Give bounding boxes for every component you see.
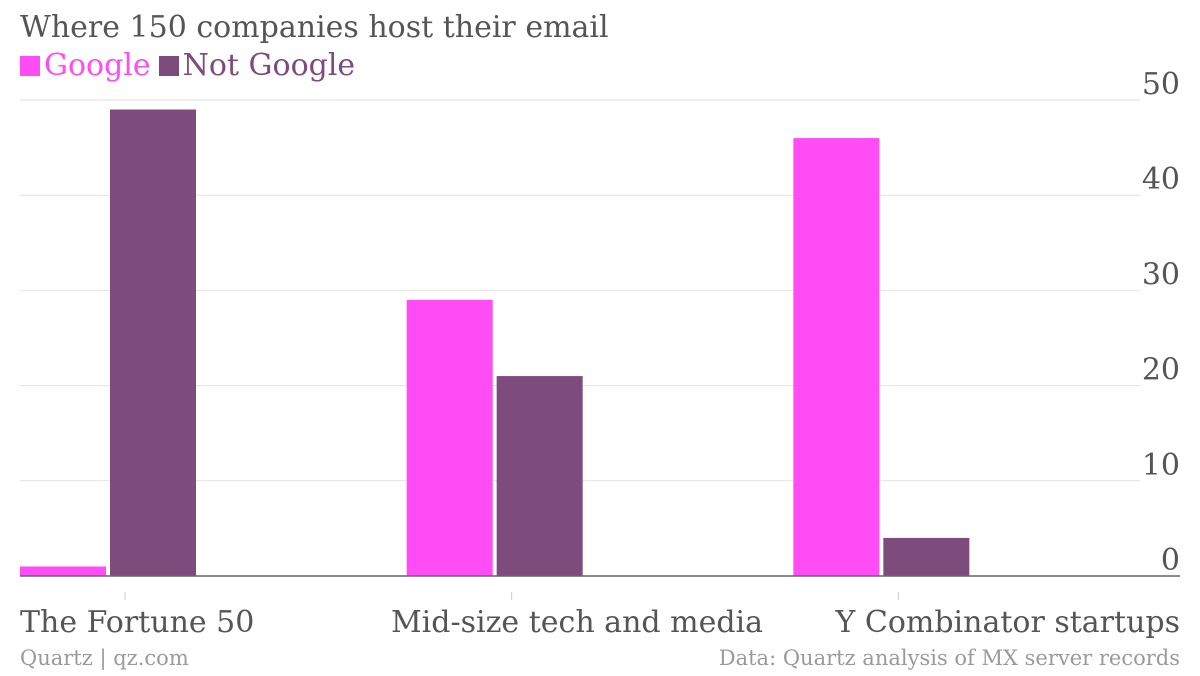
y-tick-label: 20 (1142, 353, 1180, 388)
y-tick-label: 30 (1142, 257, 1180, 292)
legend-label-not-google: Not Google (182, 48, 356, 83)
legend-item-not-google: Not Google (158, 48, 356, 83)
footer-source: Data: Quartz analysis of MX server recor… (718, 646, 1180, 670)
footer-credit: Quartz | qz.com (20, 646, 189, 670)
bar-google (406, 299, 493, 576)
y-tick-label: 0 (1161, 543, 1180, 578)
bar-not-google (883, 537, 970, 576)
legend-swatch-not-google (158, 55, 179, 76)
legend-label-google: Google (44, 48, 151, 83)
x-category-label: Y Combinator startups (835, 605, 1180, 640)
y-tick-label: 50 (1142, 67, 1180, 102)
x-category-label: The Fortune 50 (20, 605, 254, 640)
bar-google (793, 138, 880, 576)
chart-title: Where 150 companies host their email (20, 10, 609, 45)
y-tick-label: 40 (1142, 162, 1180, 197)
legend-item-google: Google (20, 48, 151, 83)
bar-not-google (496, 376, 583, 576)
y-tick-label: 10 (1142, 448, 1180, 483)
bar-google (20, 566, 106, 576)
legend: Google Not Google (20, 48, 363, 83)
bar-not-google (110, 109, 196, 577)
legend-swatch-google (20, 55, 40, 76)
x-category-label: Mid-size tech and media (391, 605, 763, 640)
